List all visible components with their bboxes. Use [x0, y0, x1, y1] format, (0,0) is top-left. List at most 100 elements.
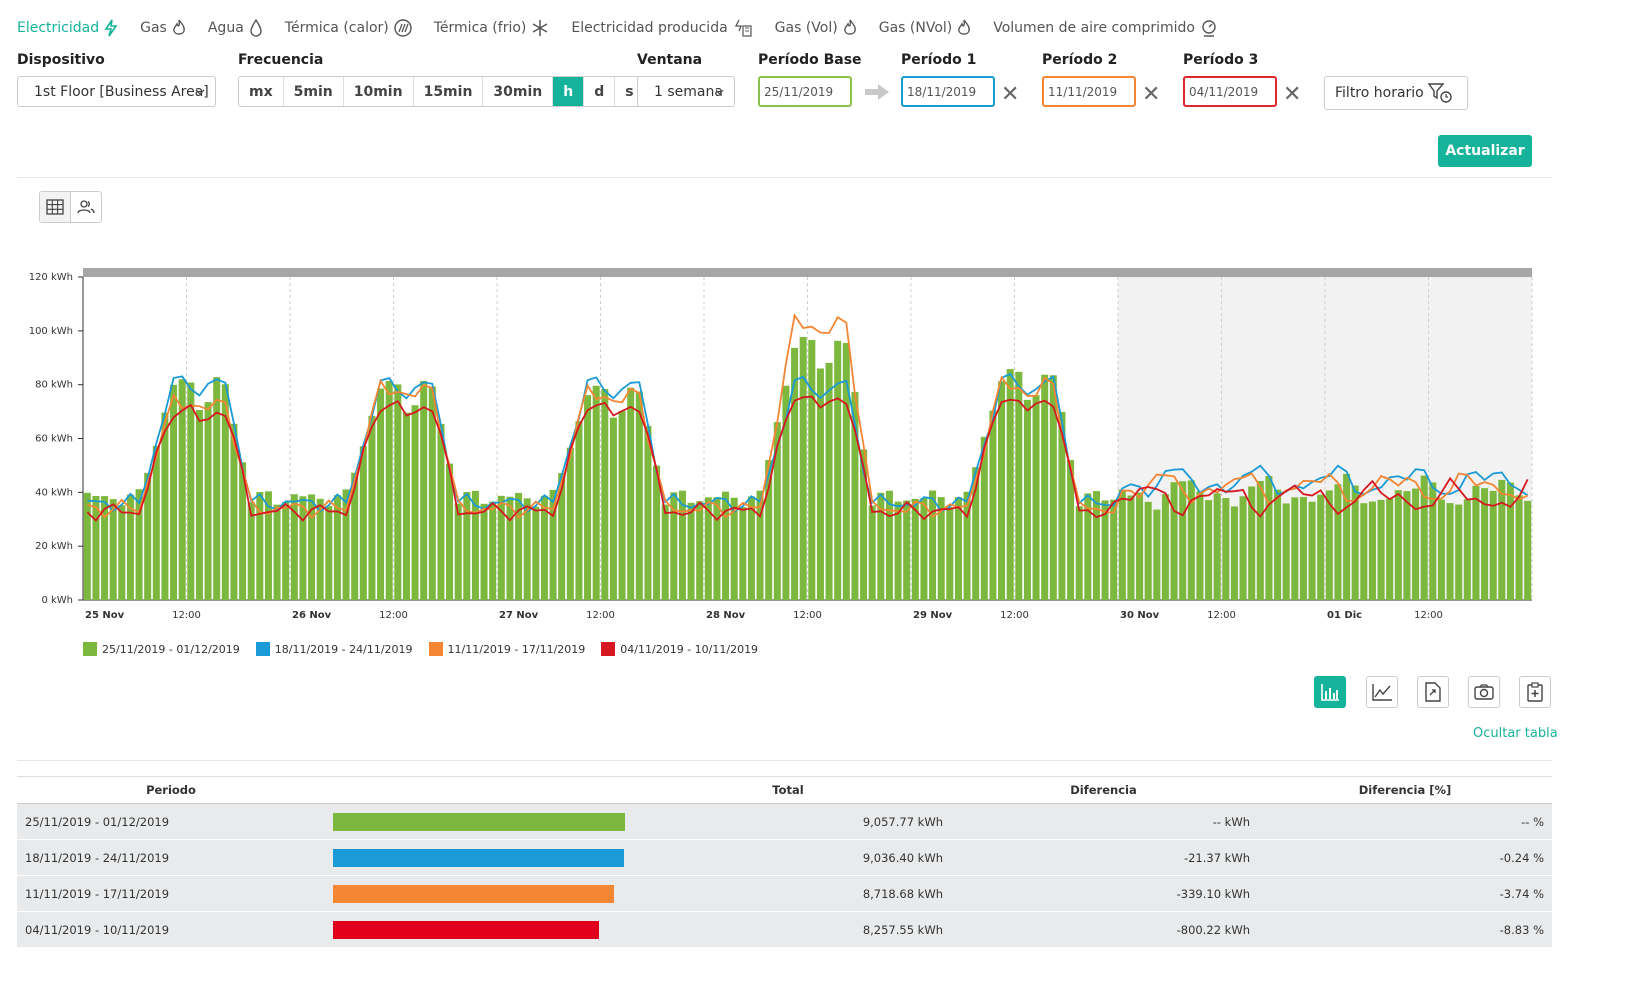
- bar-44: [463, 492, 471, 600]
- bar-155: [1420, 475, 1428, 600]
- bar-161: [1472, 485, 1480, 600]
- device-select[interactable]: 1st Floor [Business Area]: [17, 76, 216, 107]
- clear-period3-button[interactable]: ✕: [1283, 82, 1302, 107]
- table-header-row: Periodo Total Diferencia Diferencia [%]: [17, 776, 1552, 804]
- tab-electricidad-producida[interactable]: Electricidad producida: [571, 18, 752, 38]
- bar-115: [1075, 506, 1083, 600]
- y-tick-label: 120 kWh: [29, 272, 73, 283]
- row-total: 8,257.55 kWh: [627, 911, 949, 948]
- update-button[interactable]: Actualizar: [1438, 135, 1532, 167]
- bar-47: [489, 501, 497, 600]
- window-label: Ventana: [637, 52, 703, 68]
- tab-aire-comprimido[interactable]: Volumen de aire comprimido: [993, 19, 1218, 37]
- flame-icon: [843, 19, 856, 35]
- tab-electricidad[interactable]: Electricidad: [17, 19, 118, 37]
- freq-mx[interactable]: mx: [239, 77, 284, 106]
- freq-h[interactable]: h: [553, 77, 585, 106]
- bar-84: [808, 339, 816, 600]
- energy-tabs: Electricidad Gas Agua Térmica (calor) Té…: [17, 18, 1240, 38]
- tab-gas-vol[interactable]: Gas (Vol): [775, 19, 857, 37]
- bar-154: [1412, 488, 1420, 600]
- bar-112: [1049, 375, 1057, 600]
- bar-1: [92, 495, 100, 600]
- export-button[interactable]: [1417, 676, 1449, 708]
- bar-chart-button[interactable]: [1314, 676, 1346, 708]
- bar-136: [1256, 480, 1264, 600]
- bar-162: [1481, 488, 1489, 600]
- clipboard-add-button[interactable]: [1519, 676, 1551, 708]
- bar-89: [851, 391, 859, 600]
- frequency-selector: mx 5min 10min 15min 30min h d s m: [238, 76, 681, 107]
- tab-termica-calor[interactable]: Térmica (calor): [285, 19, 412, 37]
- clear-period1-button[interactable]: ✕: [1001, 82, 1020, 107]
- hour-filter-button[interactable]: Filtro horario: [1324, 76, 1468, 110]
- bar-122: [1136, 492, 1144, 600]
- base-period-input[interactable]: [758, 76, 852, 107]
- bar-32: [359, 446, 367, 600]
- row-diff: -339.10 kWh: [949, 875, 1258, 912]
- period2-label: Período 2: [1042, 52, 1118, 68]
- freq-d[interactable]: d: [584, 77, 616, 106]
- legend-item-p3[interactable]: 04/11/2019 - 10/11/2019: [601, 642, 758, 656]
- bar-71: [696, 501, 704, 600]
- bar-67: [661, 504, 669, 600]
- bar-142: [1308, 501, 1316, 600]
- frequency-label: Frecuencia: [238, 52, 324, 68]
- line-chart-button[interactable]: [1366, 676, 1398, 708]
- bar-95: [903, 500, 911, 600]
- bar-53: [540, 495, 548, 600]
- window-select[interactable]: 1 semana: [637, 76, 735, 107]
- bar-125: [1161, 494, 1169, 600]
- hide-table-link[interactable]: Ocultar tabla: [1473, 726, 1558, 741]
- freq-15min[interactable]: 15min: [414, 77, 484, 106]
- bar-156: [1429, 482, 1437, 600]
- bar-40: [428, 386, 436, 600]
- screenshot-button[interactable]: [1468, 676, 1500, 708]
- tab-termica-frio[interactable]: Térmica (frio): [434, 19, 550, 37]
- bar-27: [316, 498, 324, 600]
- row-period: 18/11/2019 - 24/11/2019: [17, 839, 325, 876]
- bar-123: [1144, 501, 1152, 600]
- row-diff: -800.22 kWh: [949, 911, 1258, 948]
- legend-item-p2[interactable]: 11/11/2019 - 17/11/2019: [428, 642, 585, 656]
- bar-93: [885, 490, 893, 600]
- tab-gas[interactable]: Gas: [140, 19, 186, 37]
- bar-68: [670, 492, 678, 600]
- users-view-button[interactable]: [71, 192, 101, 222]
- line-chart-icon: [1372, 684, 1392, 701]
- snowflake-icon: [533, 20, 548, 36]
- bar-110: [1032, 395, 1040, 600]
- bolt-icon: [104, 19, 118, 37]
- legend-item-base[interactable]: 25/11/2019 - 01/12/2019: [83, 642, 240, 656]
- bar-2: [101, 496, 109, 600]
- arrow-right-icon: [865, 84, 889, 100]
- legend-item-p1[interactable]: 18/11/2019 - 24/11/2019: [255, 642, 413, 656]
- solar-icon: [734, 19, 752, 37]
- row-diff-pct: -8.83 %: [1258, 911, 1552, 948]
- bar-17: [230, 423, 238, 600]
- camera-icon: [1474, 684, 1494, 700]
- bar-69: [678, 490, 686, 600]
- period3-input[interactable]: [1183, 76, 1277, 107]
- x-tick-label: 12:00: [586, 610, 615, 621]
- bar-14: [204, 402, 212, 600]
- clear-period2-button[interactable]: ✕: [1142, 82, 1161, 107]
- bar-30: [342, 489, 350, 600]
- period1-input[interactable]: [901, 76, 995, 107]
- grid-view-button[interactable]: [40, 192, 71, 222]
- period2-input[interactable]: [1042, 76, 1136, 107]
- bar-74: [722, 491, 730, 600]
- freq-10min[interactable]: 10min: [344, 77, 414, 106]
- bar-52: [532, 506, 540, 600]
- tab-agua[interactable]: Agua: [208, 19, 263, 37]
- bar-7: [144, 473, 152, 600]
- bar-13: [195, 409, 203, 600]
- freq-5min[interactable]: 5min: [284, 77, 344, 106]
- bar-33: [368, 415, 376, 600]
- bar-96: [911, 498, 919, 600]
- row-diff-pct: -3.74 %: [1258, 875, 1552, 912]
- tab-gas-nvol[interactable]: Gas (NVol): [879, 19, 972, 37]
- bar-153: [1403, 491, 1411, 600]
- bar-55: [558, 473, 566, 600]
- freq-30min[interactable]: 30min: [483, 77, 554, 106]
